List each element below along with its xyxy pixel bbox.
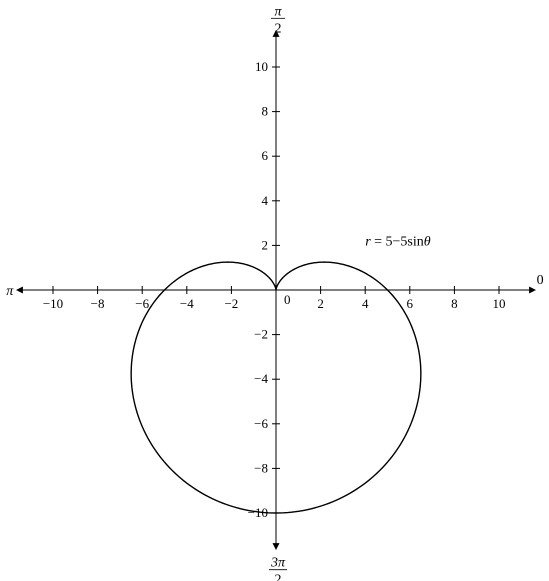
y-tick-label: −4 — [254, 371, 268, 386]
x-tick-label: −2 — [224, 296, 238, 311]
y-tick-label: 4 — [262, 193, 269, 208]
y-tick-label: 2 — [262, 237, 269, 252]
y-tick-label: −8 — [254, 460, 268, 475]
equation-label: r = 5−5sinθ — [365, 234, 431, 249]
x-tick-label: 2 — [317, 296, 324, 311]
x-axis-left-label: π — [6, 284, 14, 299]
y-axis-top-label-den: 2 — [275, 21, 282, 36]
y-tick-label: 10 — [255, 59, 268, 74]
x-axis-right-label: 0 — [537, 273, 544, 288]
x-tick-label: 4 — [362, 296, 369, 311]
x-tick-label: −4 — [180, 296, 194, 311]
x-tick-label: −8 — [91, 296, 105, 311]
y-axis-top-label-num: π — [274, 4, 282, 19]
x-tick-label: 8 — [451, 296, 458, 311]
x-tick-label: 10 — [493, 296, 506, 311]
chart-svg: −10−8−6−4−2246810−10−8−6−4−224681000ππ23… — [0, 0, 549, 581]
y-axis-bottom-label-den: 2 — [275, 573, 282, 581]
y-axis-bottom-label-num: 3π — [270, 556, 286, 571]
y-tick-label: −2 — [254, 327, 268, 342]
x-tick-label: −6 — [135, 296, 149, 311]
x-tick-label: −10 — [43, 296, 63, 311]
origin-label: 0 — [284, 292, 291, 307]
x-tick-label: 6 — [407, 296, 414, 311]
y-tick-label: 6 — [262, 148, 269, 163]
y-tick-label: −6 — [254, 416, 268, 431]
y-tick-label: 8 — [262, 104, 269, 119]
polar-chart: −10−8−6−4−2246810−10−8−6−4−224681000ππ23… — [0, 0, 549, 581]
